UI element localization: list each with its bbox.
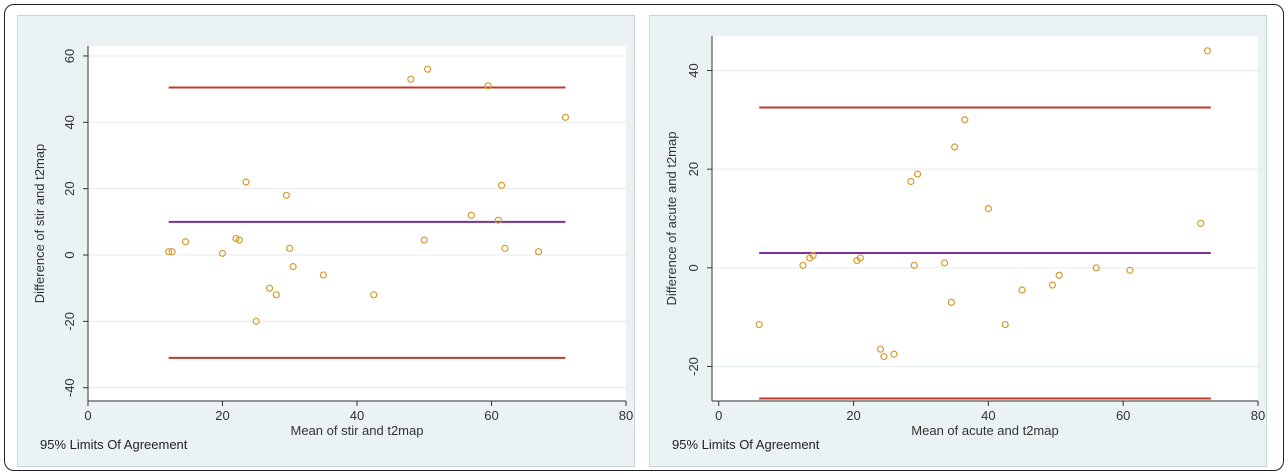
data-point (424, 65, 432, 73)
data-point (232, 234, 240, 243)
data-point (497, 181, 506, 189)
data-point (218, 249, 227, 257)
data-point (880, 353, 888, 361)
figure-frame: -40 -20 0 20 40 60 0 20 40 60 80 Mean of stir and t… (4, 4, 1284, 471)
data-point (856, 254, 864, 262)
chart-caption: 95% Limits Of Agreement (672, 437, 820, 452)
data-point (890, 350, 898, 358)
x-tick-label: 40 (981, 408, 995, 423)
x-tick-label: 60 (1116, 408, 1130, 423)
data-point (984, 205, 992, 213)
data-point (910, 261, 918, 269)
y-axis-title: Difference of stir and t2map (32, 144, 47, 303)
data-point (1018, 286, 1026, 294)
y-tick-label: 20 (686, 162, 701, 176)
bland-altman-plot-acute: -20 0 20 40 0 20 40 60 80 Mean of acute and t2map… (664, 36, 1265, 438)
y-tick-label: -20 (62, 312, 77, 331)
data-point (1048, 281, 1057, 289)
data-point (876, 345, 885, 353)
data-point (561, 113, 570, 121)
data-point (494, 216, 502, 224)
data-point (799, 261, 807, 269)
data-point (272, 291, 280, 299)
plot-area (712, 36, 1258, 401)
data-point (265, 284, 274, 292)
bland-altman-panel-stir: -40 -20 0 20 40 60 0 20 40 60 80 Mean of stir and t… (17, 15, 635, 467)
x-tick-label: 80 (619, 408, 633, 423)
x-tick-label: 0 (84, 408, 91, 423)
data-point (961, 116, 969, 124)
data-point (484, 82, 492, 90)
data-point (289, 263, 297, 271)
x-tick-label: 80 (1251, 408, 1265, 423)
data-point (165, 248, 173, 256)
data-point (940, 259, 949, 267)
data-point (1001, 320, 1009, 329)
x-tick-label: 40 (350, 408, 364, 423)
y-tick-label: 0 (62, 251, 77, 258)
data-point (913, 170, 922, 178)
data-point (1197, 219, 1205, 228)
data-point (319, 271, 327, 279)
y-tick-label: -20 (686, 357, 701, 376)
data-point (947, 298, 955, 306)
data-point (951, 143, 959, 151)
x-tick-label: 20 (215, 408, 229, 423)
data-point (420, 236, 428, 244)
chart-caption: 95% Limits Of Agreement (40, 437, 188, 452)
y-tick-label: 20 (62, 181, 77, 195)
data-point (1126, 266, 1134, 274)
data-point (501, 244, 509, 252)
data-point (1055, 271, 1063, 279)
data-point (534, 248, 543, 256)
x-axis-title: Mean of acute and t2map (911, 423, 1058, 438)
y-tick-label: -40 (62, 378, 77, 397)
data-point (755, 320, 763, 329)
x-tick-label: 0 (715, 408, 722, 423)
data-point (467, 211, 475, 219)
data-point (370, 291, 378, 299)
y-axis-title: Difference of acute and t2map (664, 132, 679, 306)
data-point (168, 248, 176, 256)
plot-area (88, 46, 626, 401)
data-point (1203, 47, 1212, 55)
bland-altman-panel-acute: -20 0 20 40 0 20 40 60 80 Mean of acute and t2map… (649, 15, 1267, 467)
y-tick-label: 40 (62, 115, 77, 129)
data-point (809, 251, 817, 260)
data-point (286, 244, 294, 252)
x-tick-label: 20 (846, 408, 860, 423)
x-tick-label: 60 (484, 408, 498, 423)
data-point (407, 75, 415, 83)
data-point (242, 178, 250, 186)
bland-altman-plot-stir: -40 -20 0 20 40 60 0 20 40 60 80 Mean of stir and t… (32, 46, 633, 438)
y-tick-label: 0 (686, 264, 701, 271)
y-tick-label: 60 (62, 49, 77, 63)
data-point (252, 317, 260, 325)
data-point (907, 177, 915, 186)
x-axis-title: Mean of stir and t2map (291, 423, 424, 438)
data-point (282, 191, 290, 199)
data-point (235, 236, 243, 244)
data-point (181, 238, 190, 246)
y-tick-label: 40 (686, 63, 701, 77)
data-point (1092, 264, 1100, 272)
